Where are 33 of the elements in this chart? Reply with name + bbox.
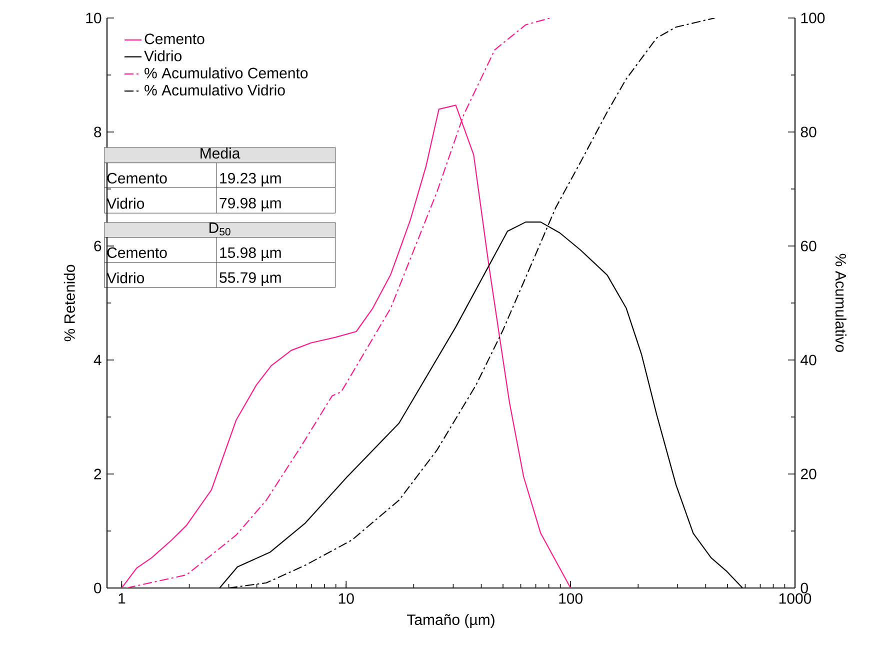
- x-tick-label: 1: [118, 593, 126, 604]
- y-axis-title: % Retenido: [64, 264, 75, 342]
- annotation: Vidrio: [106, 198, 144, 209]
- y-tick-label: 8: [94, 126, 102, 138]
- annotation: D$_{50}$: [210, 222, 230, 236]
- y2-tick-label: 60: [800, 240, 816, 252]
- annotation: 55.79 µm: [220, 272, 281, 286]
- legend-label: Cemento: [144, 34, 204, 44]
- annotation: Cemento: [107, 247, 167, 258]
- x-tick-label: 1000: [779, 593, 812, 604]
- annotation: Cemento: [107, 172, 167, 184]
- y-tick-label: 10: [86, 12, 102, 24]
- annotation: Vidrio: [106, 272, 144, 284]
- y2-tick-label: 0: [800, 582, 808, 594]
- legend-label: % Acumulativo Vidrio: [144, 84, 285, 96]
- annotation: 79.98 µm: [220, 198, 281, 212]
- x-tick-label: 100: [559, 593, 582, 604]
- legend-label: % Acumulativo Cemento: [144, 67, 308, 78]
- y-tick-label: 6: [94, 240, 102, 252]
- y-tick-label: 2: [94, 468, 102, 480]
- y-tick-label: 4: [94, 354, 102, 366]
- annotation: Media: [200, 148, 240, 159]
- annotation: 15.98 µm: [220, 247, 281, 261]
- y2-tick-label: 20: [800, 468, 816, 480]
- legend-label: Vidrio: [144, 50, 182, 62]
- annotation: 19.23 µm: [220, 172, 281, 186]
- y-tick-label: 0: [94, 582, 102, 594]
- x-tick-label: 10: [338, 593, 354, 604]
- y2-tick-label: 100: [801, 12, 825, 24]
- y2-axis-title: % Acumulativo: [835, 254, 846, 352]
- y2-tick-label: 80: [800, 126, 816, 138]
- y2-tick-label: 40: [800, 354, 816, 366]
- x-axis-title: Tamaño (µm): [407, 614, 494, 628]
